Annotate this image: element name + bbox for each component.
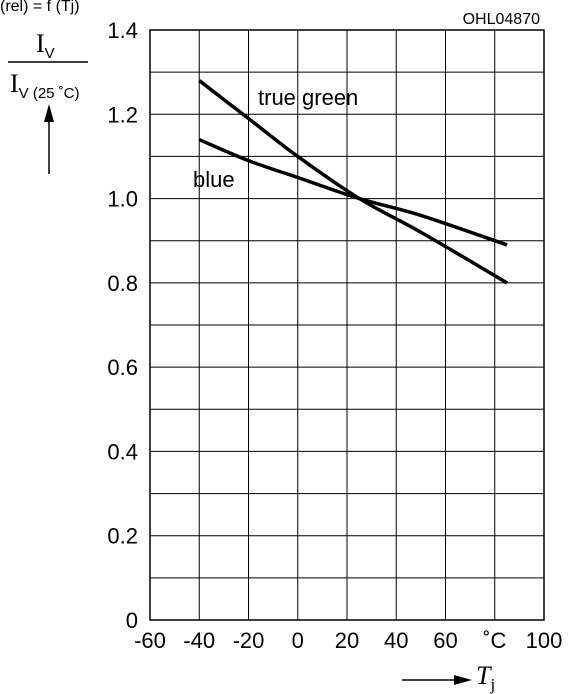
x-tick-label: -60 <box>134 628 166 653</box>
x-tick-label: 100 <box>526 628 563 653</box>
y-tick-label: 1.4 <box>107 18 138 43</box>
x-tick-label: 20 <box>335 628 359 653</box>
x-axis-label-text: Tj <box>476 661 495 694</box>
y-tick-label: 1.2 <box>107 102 138 127</box>
y-tick-label: 0.8 <box>107 271 138 296</box>
x-tick-label: ˚C <box>483 628 506 653</box>
x-tick-label: 60 <box>433 628 457 653</box>
x-axis-label: Tj <box>402 661 495 694</box>
y-axis-label-numerator: IV <box>36 29 55 62</box>
x-tick-label: -20 <box>233 628 265 653</box>
tick-labels: -60 -40 -20 0 20 40 60 ˚C 100 0 0.2 0.4 0.6 0.8 1.0 1.2… <box>107 18 562 653</box>
x-tick-label: 0 <box>292 628 304 653</box>
series-label-text: blue <box>193 167 235 192</box>
x-tick-label: -40 <box>183 628 215 653</box>
grid <box>149 29 545 621</box>
series-label-text: true green <box>258 85 358 110</box>
y-tick-label: 0.4 <box>107 439 138 464</box>
plot-frame <box>149 29 545 621</box>
y-tick-label: 0.6 <box>107 355 138 380</box>
series-label-true-green: true green <box>258 85 358 110</box>
series-line-blue <box>198 137 508 247</box>
series-line-true-green <box>198 79 508 285</box>
y-axis-arrow-head <box>44 104 54 122</box>
y-axis-label: IV IV (25 ˚C) <box>8 29 88 174</box>
y-axis-label-denominator: IV (25 ˚C) <box>10 69 80 102</box>
y-tick-label: 0 <box>126 608 138 633</box>
figure-code: OHL04870 <box>463 11 540 28</box>
y-tick-label: 0.2 <box>107 524 138 549</box>
x-tick-label: 40 <box>384 628 408 653</box>
series-lines <box>198 79 508 285</box>
y-tick-label: 1.0 <box>107 187 138 212</box>
series-label-blue: blue <box>193 167 235 192</box>
top-partial-caption: (rel) = f (Tj) <box>0 0 80 15</box>
x-axis-arrow-head <box>454 675 472 685</box>
